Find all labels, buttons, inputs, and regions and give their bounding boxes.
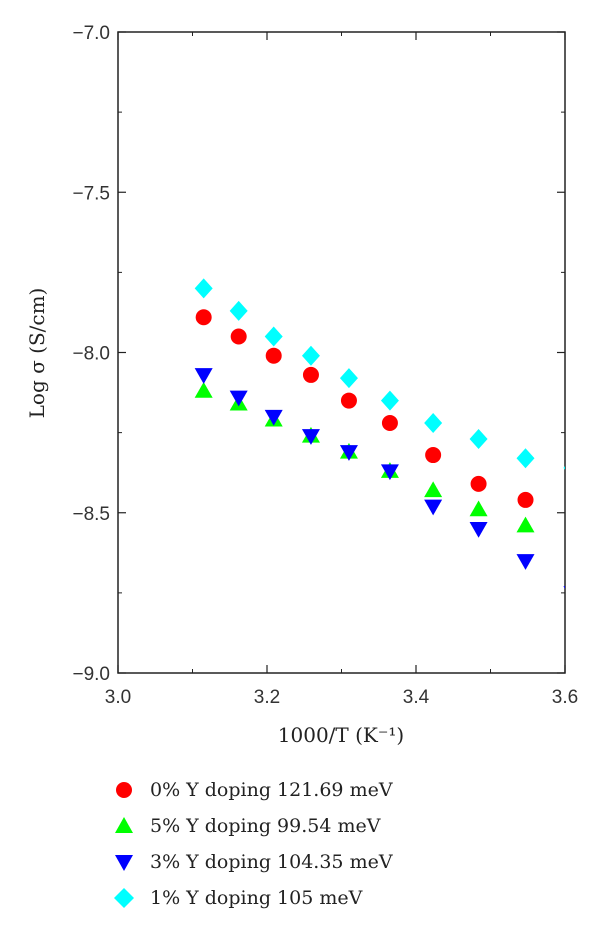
tick-labels: 3.0 3.2 3.4 3.6 −7.0 −7.5 −8.0 −8.5 −9.0 [72, 23, 578, 708]
legend-label: 5% Y doping 99.54 meV [150, 815, 381, 837]
diamond-marker [339, 368, 358, 389]
series-0 [195, 309, 534, 508]
diamond-marker [469, 429, 488, 450]
diamond-marker-icon [114, 888, 134, 908]
triangle-up-marker [194, 381, 213, 398]
legend-label: 3% Y doping 104.35 meV [150, 851, 393, 873]
diamond-marker [264, 326, 283, 347]
plot-frame [117, 31, 566, 674]
legend-item: 5% Y doping 99.54 meV [112, 808, 393, 844]
chart-area: 3.0 3.2 3.4 3.6 −7.0 −7.5 −8.0 −8.5 −9.0 1000/T … [25, 23, 578, 747]
legend: 0% Y doping 121.69 meV 5% Y doping 99.54… [112, 772, 393, 916]
diamond-marker [424, 413, 443, 434]
triangle-down-marker [469, 522, 488, 538]
circle-marker [265, 347, 282, 364]
series-1 [194, 381, 535, 533]
triangle-down-marker [194, 368, 213, 384]
tick-group [117, 31, 566, 674]
diamond-marker [380, 390, 399, 411]
triangle-up-marker [424, 481, 443, 498]
circle-marker-icon [116, 782, 132, 798]
series-3 [194, 278, 565, 470]
triangle-up-marker-icon [115, 817, 133, 833]
x-tick-label: 3.0 [105, 687, 131, 708]
diamond-marker [563, 466, 565, 470]
triangle-down-marker-icon [115, 855, 133, 871]
series-2 [194, 368, 565, 589]
data-markers [194, 278, 565, 589]
y-tick-label: −8.0 [72, 344, 110, 365]
circle-marker [517, 491, 534, 508]
triangle-down-marker [516, 554, 535, 570]
triangle-up-marker [469, 500, 488, 517]
legend-label: 0% Y doping 121.69 meV [150, 779, 393, 801]
y-axis-label: Log σ (S/cm) [25, 288, 49, 419]
triangle-down-marker [339, 445, 358, 461]
legend-item: 3% Y doping 104.35 meV [112, 844, 393, 880]
triangle-down-marker [380, 464, 399, 481]
triangle-down-marker [563, 586, 565, 589]
triangle-down-marker [264, 409, 283, 426]
x-tick-label: 3.4 [403, 687, 430, 708]
triangle-up-marker [516, 516, 535, 533]
y-tick-label: −9.0 [72, 664, 110, 685]
circle-marker [470, 475, 487, 492]
circle-marker [340, 392, 357, 409]
circle-marker [230, 328, 247, 345]
diamond-marker [516, 448, 535, 469]
triangle-down-marker [301, 429, 320, 445]
circle-marker [381, 415, 398, 432]
x-tick-label: 3.2 [254, 687, 280, 708]
circle-marker [195, 309, 212, 326]
diamond-marker [301, 345, 320, 366]
legend-item: 0% Y doping 121.69 meV [112, 772, 393, 808]
legend-item: 1% Y doping 105 meV [112, 880, 393, 916]
y-tick-label: −7.0 [72, 23, 110, 44]
diamond-marker [194, 278, 213, 299]
diamond-marker [229, 300, 248, 321]
y-tick-label: −8.5 [72, 504, 110, 525]
x-tick-label: 3.6 [552, 687, 578, 708]
circle-marker [425, 447, 442, 464]
x-axis-label: 1000/T (K⁻¹) [278, 723, 404, 747]
triangle-down-marker [424, 499, 443, 516]
circle-marker [302, 366, 319, 383]
legend-label: 1% Y doping 105 meV [150, 887, 363, 909]
triangle-down-marker [229, 390, 248, 407]
y-tick-label: −7.5 [72, 183, 110, 204]
